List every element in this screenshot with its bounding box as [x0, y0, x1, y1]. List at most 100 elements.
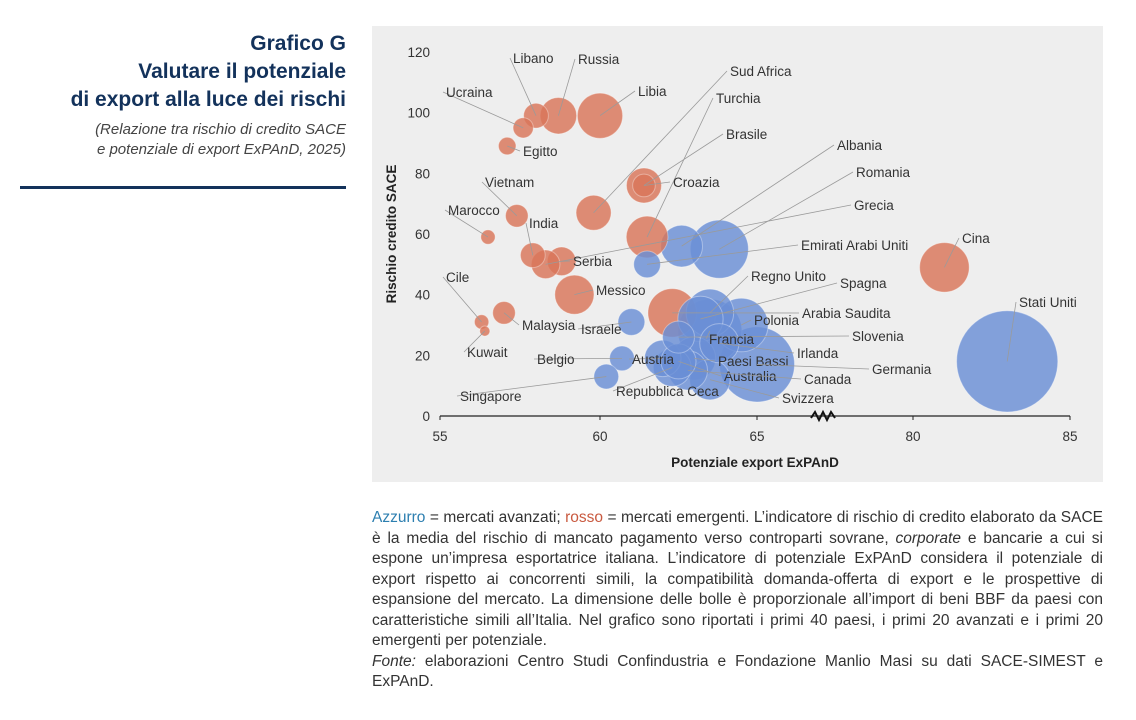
leader-line — [442, 276, 482, 323]
x-axis-title: Potenziale export ExPAnD — [671, 455, 839, 470]
leader-line — [646, 97, 714, 238]
chart-subtitle: (Relazione tra rischio di credito SACE e… — [20, 120, 346, 160]
point-label: India — [529, 216, 559, 231]
caption-corporate: corporate — [895, 529, 961, 547]
caption-source: Fonte: elaborazioni Centro Studi Confind… — [372, 652, 1103, 693]
point-label: Austria — [632, 352, 675, 367]
leader-line — [647, 244, 799, 265]
point-label: Kuwait — [467, 345, 508, 360]
y-tick-label: 120 — [407, 45, 430, 60]
point-label: Polonia — [754, 313, 800, 328]
point-label: Sud Africa — [730, 64, 792, 79]
leader-line — [1006, 301, 1017, 362]
source-label: Fonte: — [372, 652, 416, 670]
point-label: Libano — [513, 51, 554, 66]
leader-line — [509, 57, 537, 116]
caption-red-word: rosso — [565, 509, 604, 526]
point-label: Spagna — [840, 276, 887, 291]
point-label: Belgio — [537, 352, 575, 367]
x-tick-label: 60 — [592, 429, 607, 444]
y-tick-label: 100 — [407, 106, 430, 121]
caption-part1: = mercati avanzati; — [425, 509, 566, 526]
point-label: Svizzera — [782, 391, 834, 406]
bubble-india — [519, 242, 546, 269]
leader-line — [694, 357, 716, 362]
point-label: Slovenia — [852, 329, 904, 344]
leader-line — [456, 376, 607, 397]
leader-line — [628, 357, 663, 360]
title-divider — [20, 186, 346, 189]
x-tick-label: 55 — [432, 429, 447, 444]
leader-line — [444, 209, 489, 238]
y-tick-label: 80 — [415, 166, 430, 181]
leader-line — [577, 321, 632, 330]
leader-line — [599, 90, 636, 117]
point-label: Emirati Arabi Uniti — [801, 238, 908, 253]
point-label: Ucraina — [446, 85, 493, 100]
chart-subtitle-line2: e potenziale di export ExPAnD, 2025) — [96, 141, 346, 158]
point-label: Grecia — [854, 198, 894, 213]
bubble-ucraina — [512, 117, 534, 139]
bubble-malaysia — [492, 301, 516, 325]
point-label: Israele — [581, 322, 622, 337]
y-tick-label: 0 — [422, 409, 430, 424]
leader-line — [756, 364, 870, 370]
point-label: Serbia — [573, 254, 613, 269]
chart-title-line1: Grafico G — [250, 32, 346, 55]
leader-line — [709, 275, 749, 314]
point-label: Regno Unito — [751, 269, 826, 284]
x-tick-label: 65 — [749, 429, 764, 444]
point-label: Germania — [872, 362, 932, 377]
point-label: Singapore — [460, 389, 522, 404]
chart-panel: 55 60 65 80 85 0 20 40 60 80 100 120 Potenziale expo… — [372, 26, 1103, 482]
source-text: elaborazioni Centro Studi Confindustria … — [372, 652, 1103, 691]
leader-line — [593, 70, 728, 214]
point-label: Cina — [962, 231, 990, 246]
chart-title-line2: Valutare il potenziale — [138, 60, 346, 83]
y-axis-title: Rischio credito SACE — [384, 165, 399, 304]
title-block: Grafico G Valutare il potenziale di expo… — [20, 30, 346, 160]
point-label: Messico — [596, 283, 646, 298]
leader-line — [533, 357, 622, 360]
point-label: Libia — [638, 84, 667, 99]
point-label: Arabia Saudita — [802, 306, 891, 321]
x-tick-label: 85 — [1062, 429, 1077, 444]
point-label: Russia — [578, 52, 620, 67]
leader-line — [612, 367, 673, 392]
leader-line — [719, 171, 854, 250]
bubble-chart: 55 60 65 80 85 0 20 40 60 80 100 120 Potenziale expo… — [384, 45, 1078, 470]
point-label: Cile — [446, 270, 469, 285]
point-label: Canada — [804, 372, 852, 387]
leader-line — [944, 237, 960, 268]
leader-line — [678, 361, 722, 377]
leader-line — [463, 330, 486, 353]
bubble-singapore — [593, 363, 620, 390]
chart-subtitle-line1: (Relazione tra rischio di credito SACE — [95, 121, 346, 138]
leader-line — [705, 330, 711, 340]
point-label: Turchia — [716, 91, 761, 106]
point-label: Repubblica Ceca — [616, 384, 719, 399]
leader-line — [574, 289, 594, 296]
bubble-egitto — [497, 136, 517, 156]
leader-line — [442, 91, 524, 129]
point-label: Egitto — [523, 144, 558, 159]
caption-part3: e bancarie a cui si espone un’impresa es… — [372, 529, 1103, 650]
leader-line — [545, 204, 852, 265]
leader-line — [687, 370, 802, 380]
bubble-sud-africa — [575, 194, 612, 231]
point-label: Croazia — [673, 175, 720, 190]
bubble-marocco — [480, 229, 496, 245]
bubble-emirati-arabi-uniti — [633, 250, 661, 279]
point-label: Paesi Bassi — [718, 354, 789, 369]
caption-blue-word: Azzurro — [372, 509, 426, 526]
point-label: Romania — [856, 165, 911, 180]
bubble-stati-uniti — [956, 310, 1059, 413]
point-label: Irlanda — [797, 346, 839, 361]
leader-line — [719, 342, 795, 354]
y-tick-label: 40 — [415, 288, 430, 303]
point-label: Albania — [837, 138, 883, 153]
leader-line — [503, 312, 520, 326]
point-label: Stati Uniti — [1019, 295, 1077, 310]
leader-line — [741, 319, 752, 326]
caption-note: Azzurro = mercati avanzati; rosso = merc… — [372, 508, 1103, 652]
